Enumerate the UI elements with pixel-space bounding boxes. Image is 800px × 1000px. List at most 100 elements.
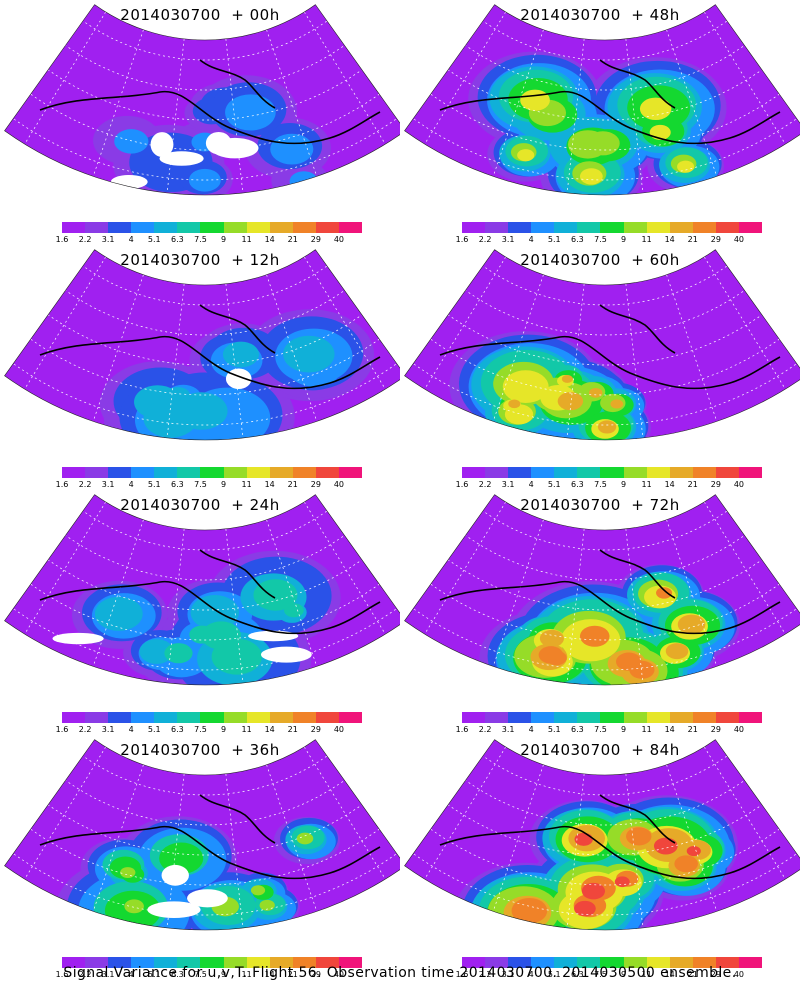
colorbar-segment xyxy=(108,712,132,723)
colorbar-tick-label: 1.6 xyxy=(55,235,69,244)
variance-contour xyxy=(546,650,567,666)
polar-map xyxy=(404,494,800,686)
missing-data-patch xyxy=(260,646,312,663)
variance-contour xyxy=(626,827,652,846)
longitude-line xyxy=(704,746,786,880)
variance-contour xyxy=(502,370,549,404)
forecast-panel: 2014030700 + 36h 1.6 2.2 3.1 4 5.1 6.3 7.5 9 11 14… xyxy=(0,735,400,979)
colorbar-segment xyxy=(646,957,671,968)
colorbar-tick-label: 21 xyxy=(687,480,698,489)
longitude-line xyxy=(225,773,244,928)
colorbar-tick-label: 40 xyxy=(733,480,745,489)
colorbar-tick-label: 3.1 xyxy=(501,970,515,979)
longitude-line xyxy=(266,274,318,422)
colorbar-tick-label: 5.1 xyxy=(547,235,561,244)
variance-contour xyxy=(581,882,606,900)
longitude-line xyxy=(625,773,644,928)
longitude-line xyxy=(225,38,244,193)
colorbar-segment xyxy=(646,467,671,478)
missing-data-patch xyxy=(147,901,201,919)
colorbar-tick-label: 3.1 xyxy=(101,725,115,734)
variance-contour xyxy=(270,133,314,165)
variance-contour xyxy=(585,131,620,156)
colorbar-segment xyxy=(623,712,648,723)
colorbar-tick-label: 14 xyxy=(264,480,275,489)
colorbar-tick-label: 29 xyxy=(710,725,721,734)
colorbar-segment xyxy=(338,467,363,478)
colorbar-segment xyxy=(692,467,717,478)
colorbar-tick-label: 7.5 xyxy=(194,970,207,979)
variance-contour xyxy=(143,399,198,438)
missing-data-patch xyxy=(187,889,228,908)
colorbar-tick-label: 4 xyxy=(528,480,534,489)
colorbar-segment xyxy=(508,957,532,968)
colorbar-tick-label: 6.3 xyxy=(571,725,584,734)
longitude-line xyxy=(492,519,544,667)
colorbar-tick-label: 4 xyxy=(128,725,134,734)
colorbar-tick-label: 6.3 xyxy=(171,725,184,734)
panel-title: 2014030700 + 84h xyxy=(520,741,680,759)
longitude-line xyxy=(666,519,718,667)
variance-contour xyxy=(190,595,240,630)
colorbar-tick-label: 29 xyxy=(310,725,321,734)
colorbar-segment xyxy=(554,957,578,968)
colorbar-segment xyxy=(600,222,625,233)
map-outline xyxy=(404,494,800,686)
coastline xyxy=(39,549,381,635)
variance-contour xyxy=(201,621,241,650)
colorbar-tick-label: 5.1 xyxy=(547,970,561,979)
colorbar-tick-label: 6.3 xyxy=(171,480,184,489)
longitude-line xyxy=(304,501,386,635)
variance-contour xyxy=(120,867,136,878)
colorbar-tick-label: 4 xyxy=(528,725,534,734)
longitude-line xyxy=(166,773,185,928)
colorbar-tick-label: 9 xyxy=(220,725,227,734)
variance-contour xyxy=(653,837,678,855)
colorbar-segment xyxy=(462,957,486,968)
colorbar-tick-label: 40 xyxy=(733,725,745,734)
colorbar-segment xyxy=(315,467,340,478)
colorbar-tick-label: 2.2 xyxy=(78,725,92,734)
variance-contour xyxy=(124,899,144,914)
polar-map xyxy=(4,4,400,196)
polar-map xyxy=(4,739,400,931)
colorbar-tick-label: 2.2 xyxy=(78,480,92,489)
variance-contour xyxy=(289,171,319,192)
colorbar-tick-label: 7.5 xyxy=(594,725,607,734)
colorbar-segment xyxy=(223,712,248,723)
colorbar-segment xyxy=(269,222,294,233)
colorbar-tick-label: 4 xyxy=(128,970,134,979)
colorbar-tick-label: 7.5 xyxy=(594,970,607,979)
missing-data-patch xyxy=(88,428,127,440)
colorbar-segment xyxy=(531,957,555,968)
colorbar-segment xyxy=(692,957,717,968)
colorbar-tick-label: 29 xyxy=(310,235,321,244)
coastline xyxy=(439,304,781,390)
polar-map xyxy=(4,249,400,441)
colorbar-segment xyxy=(738,712,763,723)
colorbar-tick-label: 2.2 xyxy=(478,235,492,244)
longitude-line xyxy=(704,11,786,145)
colorbar-segment xyxy=(692,222,717,233)
colorbar-segment xyxy=(131,957,155,968)
colorbar-tick-label: 11 xyxy=(241,480,252,489)
colorbar-segment xyxy=(462,467,486,478)
variance-contour xyxy=(557,392,584,411)
colorbar-segment xyxy=(623,957,648,968)
longitude-line xyxy=(625,38,644,193)
variance-contour xyxy=(114,129,149,154)
variance-contour xyxy=(616,652,642,671)
variance-contour xyxy=(139,639,174,664)
coastline xyxy=(39,304,381,390)
colorbar-tick-label: 2.2 xyxy=(478,480,492,489)
colorbar-tick-label: 7.5 xyxy=(594,235,607,244)
colorbar-segment xyxy=(715,712,740,723)
colorbar-tick-label: 1.6 xyxy=(455,725,469,734)
variance-contour xyxy=(94,596,143,631)
colorbar-segment xyxy=(223,222,248,233)
colorbar-segment xyxy=(292,957,317,968)
longitude-line xyxy=(424,11,506,145)
colorbar-segment xyxy=(246,467,271,478)
colorbar-tick-label: 11 xyxy=(641,725,652,734)
longitude-line xyxy=(225,283,244,438)
